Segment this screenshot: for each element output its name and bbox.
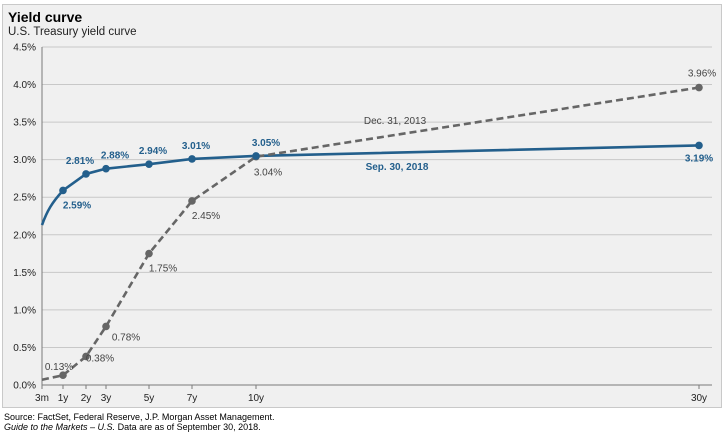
x-tick-label: 10y: [248, 393, 264, 404]
y-tick-label: 0.0%: [13, 381, 36, 392]
data-label-sep-2018: 2.88%: [101, 151, 129, 162]
yield-curve-chart: 0.0% 0.5% 1.0% 1.5% 2.0% 2.5% 3.0% 3.5% 4.0% 4.5%…: [13, 43, 716, 405]
marker-sep-2018: [59, 186, 67, 195]
data-label-sep-2018: 3.01%: [182, 141, 210, 152]
data-label-dec-2013: 0.13%: [45, 362, 73, 373]
series-line-dec-2013: [41, 86, 700, 382]
data-label-dec-2013: 1.75%: [149, 264, 177, 275]
guide-date: Data are as of September 30, 2018.: [115, 422, 261, 432]
data-label-sep-2018: 2.59%: [63, 200, 91, 211]
data-label-sep-2018: 2.81%: [66, 156, 94, 167]
data-label-dec-2013: 0.38%: [86, 353, 114, 364]
y-tick-label: 1.5%: [13, 268, 36, 279]
marker-dec-2013: [102, 322, 110, 331]
x-tick-label: 7y: [187, 393, 198, 404]
y-tick-label: 1.0%: [13, 305, 36, 316]
data-label-dec-2013: 3.96%: [688, 69, 716, 80]
marker-dec-2013: [82, 352, 90, 361]
data-label-dec-2013: 3.04%: [254, 168, 282, 179]
data-label-sep-2018: 2.94%: [139, 146, 167, 157]
marker-sep-2018: [145, 160, 153, 168]
y-tick-label: 4.5%: [13, 43, 36, 54]
x-tick-label: 3m: [35, 393, 49, 404]
data-label-dec-2013: 2.45%: [192, 211, 220, 222]
guide-note: Guide to the Markets – U.S. Data are as …: [4, 422, 274, 432]
marker-sep-2018: [252, 152, 260, 160]
chart-title: Yield curve: [8, 9, 83, 25]
y-tick-label: 2.0%: [13, 230, 36, 241]
marker-dec-2013: [145, 249, 153, 258]
marker-sep-2018: [102, 164, 110, 173]
chart-subtitle: U.S. Treasury yield curve: [8, 26, 137, 38]
footer: Source: FactSet, Federal Reserve, J.P. M…: [4, 412, 274, 432]
marker-sep-2018: [695, 141, 703, 150]
x-tick-label: 1y: [58, 393, 69, 404]
x-tick-label: 3y: [101, 393, 112, 404]
marker-dec-2013: [188, 197, 196, 205]
marker-sep-2018: [82, 170, 90, 178]
x-tick-label: 5y: [144, 393, 155, 404]
series-line-sep-2018: [40, 144, 700, 226]
x-tick-label: 2y: [81, 393, 92, 404]
x-tick-label: 30y: [691, 393, 707, 404]
data-label-sep-2018: 3.05%: [252, 138, 280, 149]
source-note: Source: FactSet, Federal Reserve, J.P. M…: [4, 412, 275, 422]
marker-dec-2013: [695, 83, 703, 92]
y-tick-label: 0.5%: [13, 343, 36, 354]
guide-title: Guide to the Markets – U.S.: [4, 422, 116, 432]
marker-dec-2013: [59, 371, 67, 380]
data-label-sep-2018: 3.19%: [685, 153, 713, 164]
data-label-dec-2013: 0.78%: [112, 332, 140, 343]
y-tick-label: 3.5%: [13, 118, 36, 129]
y-tick-label: 4.0%: [13, 80, 36, 91]
series-name-dec-2013: Dec. 31, 2013: [364, 116, 427, 127]
y-tick-label: 3.0%: [13, 155, 36, 166]
y-tick-label: 2.5%: [13, 193, 36, 204]
series-name-sep-2018: Sep. 30, 2018: [366, 162, 429, 173]
marker-sep-2018: [188, 155, 196, 163]
chart-panel: [2, 4, 722, 408]
